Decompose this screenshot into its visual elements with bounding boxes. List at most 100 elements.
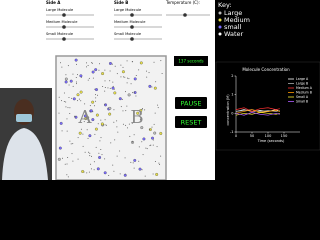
molecule bbox=[131, 122, 133, 124]
molecule bbox=[68, 97, 70, 99]
molecule bbox=[122, 66, 124, 68]
molecule bbox=[86, 172, 88, 174]
molecule bbox=[154, 112, 156, 114]
pause-label[interactable]: PAUSE bbox=[181, 100, 202, 108]
molecule bbox=[89, 152, 91, 154]
molecule bbox=[113, 88, 115, 90]
key-label: small bbox=[224, 23, 242, 31]
slider-knob[interactable] bbox=[62, 13, 66, 17]
column-label: Side B bbox=[114, 0, 128, 5]
molecule bbox=[142, 154, 144, 156]
molecule bbox=[122, 76, 124, 78]
molecule bbox=[151, 136, 154, 140]
molecule bbox=[124, 157, 126, 159]
molecule bbox=[145, 70, 147, 72]
slider-label: Small Molecule bbox=[46, 32, 74, 36]
molecule bbox=[138, 167, 142, 171]
slider-knob[interactable] bbox=[62, 37, 66, 41]
molecule bbox=[135, 95, 137, 97]
slider-knob[interactable] bbox=[62, 25, 66, 29]
molecule bbox=[79, 90, 83, 94]
molecule bbox=[124, 173, 126, 175]
x-axis-label: Time (seconds) bbox=[257, 139, 285, 143]
molecule bbox=[135, 75, 137, 77]
molecule bbox=[98, 156, 102, 159]
molecule bbox=[153, 131, 157, 135]
molecule bbox=[114, 139, 116, 141]
molecule bbox=[149, 128, 151, 130]
slider-label: Large Molecule bbox=[114, 8, 142, 12]
molecule bbox=[76, 74, 78, 76]
molecule bbox=[100, 119, 102, 121]
webcam-shirt bbox=[2, 128, 48, 180]
x-tick-label: 50 bbox=[250, 134, 254, 138]
molecule bbox=[61, 66, 63, 68]
molecule bbox=[91, 62, 93, 64]
molecule bbox=[116, 73, 118, 75]
molecule bbox=[104, 158, 106, 160]
molecule bbox=[126, 105, 128, 107]
molecule bbox=[94, 127, 98, 131]
molecule bbox=[99, 140, 101, 142]
molecule bbox=[155, 81, 157, 83]
molecule bbox=[131, 141, 133, 143]
slider-knob[interactable] bbox=[130, 37, 134, 41]
x-tick-label: 0 bbox=[235, 134, 237, 138]
molecule bbox=[119, 173, 121, 175]
molecule bbox=[97, 123, 99, 125]
key-swatch bbox=[218, 11, 222, 15]
molecule bbox=[132, 92, 134, 94]
molecule bbox=[96, 167, 100, 171]
slider-knob[interactable] bbox=[130, 13, 134, 17]
molecule bbox=[74, 58, 78, 62]
molecule bbox=[126, 82, 128, 84]
legend-label: Large A bbox=[296, 77, 309, 81]
molecule bbox=[58, 146, 62, 150]
reset-label[interactable]: RESET bbox=[181, 119, 202, 127]
key-label: Medium bbox=[224, 16, 250, 24]
x-tick-label: 100 bbox=[265, 134, 272, 138]
molecule bbox=[63, 92, 65, 94]
molecule bbox=[103, 171, 107, 175]
molecule bbox=[84, 112, 86, 114]
molecule bbox=[58, 96, 60, 98]
molecule bbox=[148, 84, 152, 88]
molecule bbox=[87, 79, 89, 81]
molecule bbox=[75, 81, 77, 83]
reset-button[interactable] bbox=[175, 116, 207, 128]
beaker bbox=[55, 55, 167, 180]
molecule bbox=[127, 77, 129, 79]
molecule bbox=[94, 133, 96, 135]
legend-label: Medium A bbox=[296, 86, 313, 90]
molecule bbox=[141, 108, 143, 110]
molecule bbox=[66, 174, 68, 176]
molecule bbox=[67, 176, 69, 178]
molecule bbox=[90, 168, 92, 170]
pause-button[interactable] bbox=[175, 97, 207, 109]
slider-knob[interactable] bbox=[183, 13, 187, 17]
molecule bbox=[108, 106, 112, 110]
molecule bbox=[124, 76, 126, 78]
timer: 137 seconds bbox=[178, 59, 203, 64]
molecule bbox=[71, 97, 73, 99]
molecule bbox=[153, 123, 155, 125]
molecule bbox=[83, 114, 87, 118]
slider-knob[interactable] bbox=[130, 25, 134, 29]
molecules bbox=[57, 58, 163, 178]
molecule bbox=[62, 157, 64, 159]
molecule bbox=[59, 121, 63, 125]
column-label: Side A bbox=[46, 0, 61, 5]
molecule bbox=[104, 104, 106, 106]
molecule bbox=[81, 170, 85, 173]
molecule bbox=[72, 97, 76, 101]
molecule bbox=[120, 76, 122, 78]
webcam-mask bbox=[16, 114, 32, 122]
molecule bbox=[91, 62, 93, 64]
molecule bbox=[101, 154, 103, 156]
molecule bbox=[112, 164, 114, 166]
molecule bbox=[138, 146, 140, 148]
key-label: Large bbox=[224, 9, 242, 17]
molecule bbox=[72, 73, 74, 75]
molecule bbox=[126, 127, 128, 129]
molecule bbox=[91, 118, 95, 122]
